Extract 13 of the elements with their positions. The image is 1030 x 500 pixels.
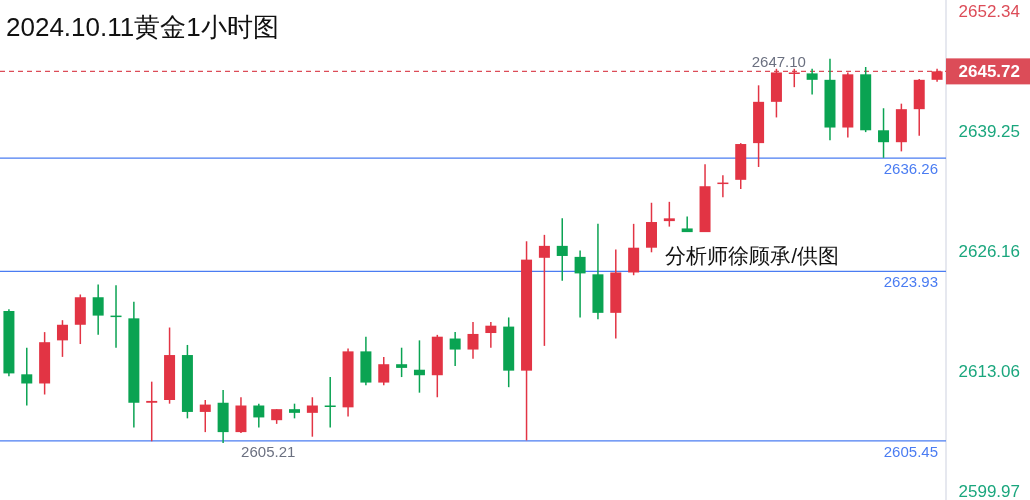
ref-line-label: 2623.93	[883, 273, 938, 291]
y-tick-label: 2652.34	[958, 1, 1020, 21]
ref-line-label: 2645.72	[958, 62, 1020, 82]
y-tick-label: 2626.16	[958, 241, 1020, 261]
ref-line-label: 2636.26	[883, 160, 938, 178]
y-tick-label: 2599.97	[958, 482, 1020, 500]
y-tick-label: 2613.06	[958, 362, 1020, 382]
ref-line-label: 2605.45	[883, 442, 938, 460]
annotation: 2605.21	[241, 443, 296, 461]
annotation: 2647.10	[751, 52, 806, 70]
y-tick-label: 2639.25	[958, 121, 1020, 141]
annotation: 分析师徐顾承/供图	[665, 244, 840, 267]
text: 2024.10.11黄金1小时图	[6, 12, 279, 42]
